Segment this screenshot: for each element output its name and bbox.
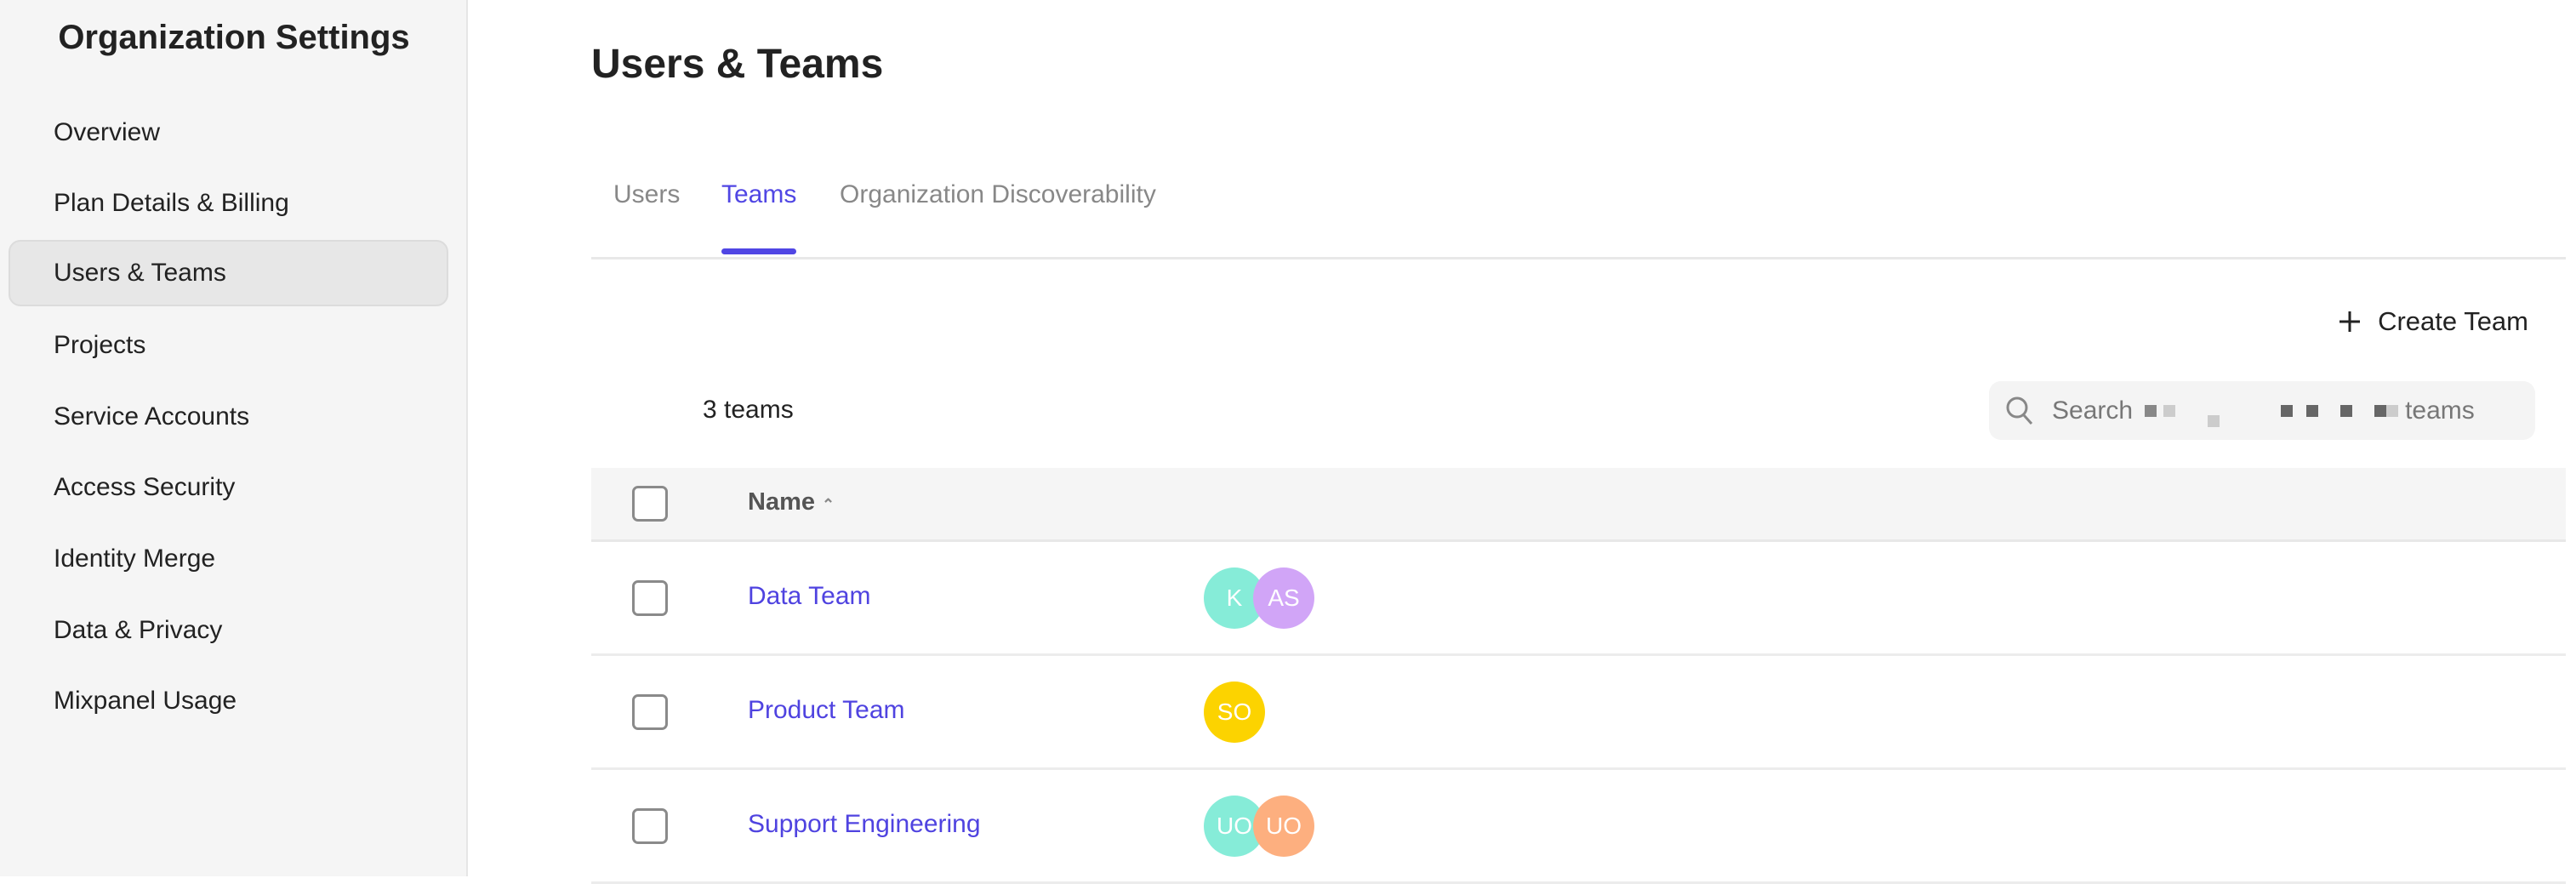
page-title: Users & Teams [591,42,884,87]
search-placeholder-prefix: Search [2052,396,2134,425]
search-icon [2006,396,2033,425]
sidebar-item-access-security[interactable]: Access Security [54,473,236,501]
redacted-block [2306,404,2319,417]
name-column-header[interactable]: Name ⌃ [748,488,835,516]
table-row: Product Team SO [591,656,2566,770]
table-row: Support Engineering UO UO [591,770,2566,884]
sidebar-item-projects[interactable]: Projects [54,331,146,359]
tab-bar: Users Teams Organization Discoverability [591,170,2566,259]
sidebar-item-overview[interactable]: Overview [54,118,161,146]
row-checkbox[interactable] [632,808,668,844]
plus-icon [2339,311,2361,332]
redacted-block [2374,404,2387,417]
row-checkbox[interactable] [632,580,668,616]
teams-table: Name ⌃ Data Team K AS Product Team SO Sup… [591,468,2566,884]
avatar: UO [1204,796,1265,857]
team-count: 3 teams [703,396,794,424]
sidebar-item-mixpanel-usage[interactable]: Mixpanel Usage [54,687,237,715]
team-name-link[interactable]: Product Team [748,696,905,724]
name-header-label: Name [748,488,815,516]
table-header: Name ⌃ [591,468,2566,542]
redacted-block [2386,404,2399,417]
sidebar-item-data-privacy[interactable]: Data & Privacy [54,616,223,644]
avatar: SO [1204,682,1265,743]
select-all-checkbox[interactable] [632,486,668,522]
member-avatars: SO [1204,682,1265,743]
tab-users[interactable]: Users [613,180,681,208]
row-checkbox[interactable] [632,694,668,730]
redacted-block [2281,404,2294,417]
avatar: AS [1253,567,1314,629]
tab-teams[interactable]: Teams [721,180,797,254]
team-name-link[interactable]: Data Team [748,582,871,610]
redacted-block [2340,404,2353,417]
sort-icon: ⌃ [822,496,835,513]
redacted-block [2163,404,2176,417]
sidebar-item-identity-merge[interactable]: Identity Merge [54,545,216,573]
create-team-button[interactable]: Create Team [2339,306,2528,337]
sidebar-item-service-accounts[interactable]: Service Accounts [54,402,250,431]
sidebar-item-users-teams[interactable]: Users & Teams [9,240,448,306]
tab-organization-discoverability[interactable]: Organization Discoverability [840,180,1156,208]
member-avatars: UO UO [1204,796,1314,857]
create-team-label: Create Team [2378,306,2528,336]
member-avatars: K AS [1204,567,1314,629]
sidebar-title: Organization Settings [58,19,410,56]
search-input[interactable]: Search teams [1989,381,2535,440]
avatar: UO [1253,796,1314,857]
search-placeholder-suffix: teams [2405,396,2475,425]
redacted-block [2145,404,2157,417]
table-row: Data Team K AS [591,542,2566,656]
sidebar-item-plan-billing[interactable]: Plan Details & Billing [54,189,289,217]
team-name-link[interactable]: Support Engineering [748,810,981,838]
redacted-block [2208,414,2220,427]
sidebar: Organization Settings Overview Plan Deta… [0,0,468,876]
